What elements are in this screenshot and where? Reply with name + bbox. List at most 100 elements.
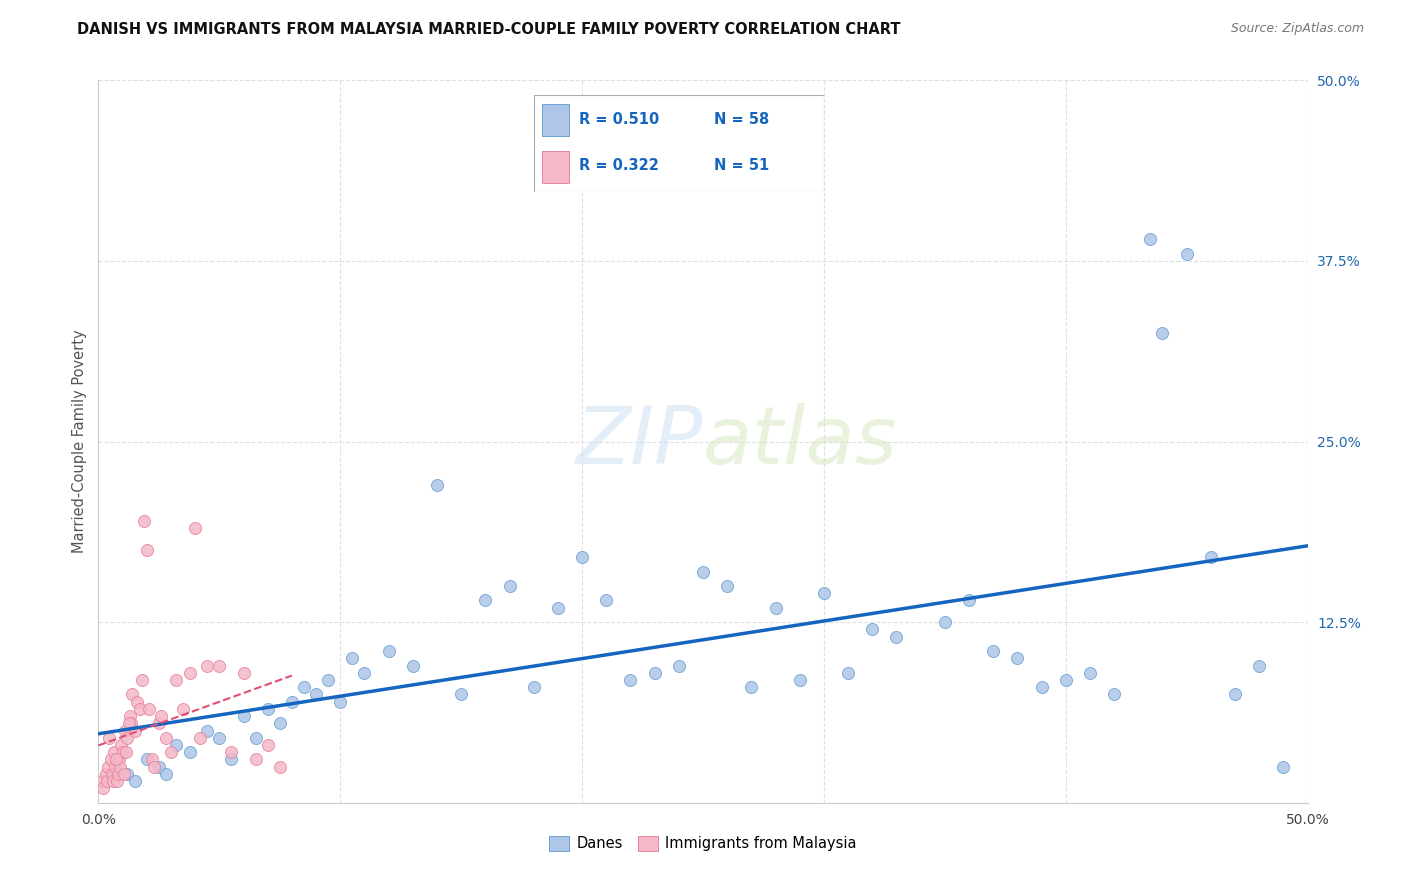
Point xyxy=(886,630,908,644)
Point xyxy=(150,709,173,723)
Point xyxy=(134,514,156,528)
Point xyxy=(1054,673,1077,687)
Point xyxy=(957,593,980,607)
Point xyxy=(1223,687,1246,701)
Point xyxy=(195,723,218,738)
Point xyxy=(1139,232,1161,246)
Point xyxy=(1031,680,1053,694)
Point xyxy=(474,593,496,607)
Point xyxy=(131,673,153,687)
Point xyxy=(120,716,142,731)
Point xyxy=(245,731,267,745)
Point xyxy=(104,760,127,774)
Point xyxy=(103,745,125,759)
Point xyxy=(329,695,352,709)
Point xyxy=(547,600,569,615)
Point xyxy=(232,709,254,723)
Point xyxy=(127,695,149,709)
Point xyxy=(765,600,787,615)
Point xyxy=(94,767,117,781)
Point xyxy=(118,709,141,723)
Text: Source: ZipAtlas.com: Source: ZipAtlas.com xyxy=(1230,22,1364,36)
Point xyxy=(232,665,254,680)
Point xyxy=(124,774,146,789)
Point xyxy=(377,644,399,658)
Point xyxy=(124,723,146,738)
Point xyxy=(135,542,157,557)
Point xyxy=(619,673,641,687)
Point xyxy=(571,550,593,565)
Point xyxy=(789,673,811,687)
Point xyxy=(155,731,177,745)
Point xyxy=(155,767,177,781)
Point xyxy=(165,738,187,752)
Point xyxy=(91,781,114,796)
Point xyxy=(426,478,449,492)
Point xyxy=(160,745,183,759)
Y-axis label: Married-Couple Family Poverty: Married-Couple Family Poverty xyxy=(72,330,87,553)
Point xyxy=(716,579,738,593)
Point xyxy=(813,586,835,600)
Point xyxy=(114,723,136,738)
Point xyxy=(128,702,150,716)
Point xyxy=(101,774,124,789)
Point xyxy=(172,702,194,716)
Point xyxy=(292,680,315,694)
Point xyxy=(402,658,425,673)
Point xyxy=(221,745,243,759)
Point xyxy=(208,731,231,745)
Point xyxy=(115,745,138,759)
Point xyxy=(121,687,143,701)
Point xyxy=(100,752,122,766)
Text: atlas: atlas xyxy=(703,402,898,481)
Point xyxy=(100,767,122,781)
Point xyxy=(141,752,163,766)
Point xyxy=(112,767,135,781)
Point xyxy=(165,673,187,687)
Point xyxy=(184,521,207,535)
Point xyxy=(110,738,132,752)
Point xyxy=(523,680,546,694)
Point xyxy=(316,673,339,687)
Point xyxy=(1007,651,1029,665)
Point xyxy=(934,615,956,630)
Point xyxy=(1152,326,1174,341)
Point xyxy=(208,658,231,673)
Point xyxy=(281,695,304,709)
Point xyxy=(97,760,120,774)
Point xyxy=(148,760,170,774)
Point xyxy=(305,687,328,701)
Point xyxy=(118,716,141,731)
Point xyxy=(188,731,211,745)
Point xyxy=(117,731,139,745)
Point xyxy=(135,752,157,766)
Text: DANISH VS IMMIGRANTS FROM MALAYSIA MARRIED-COUPLE FAMILY POVERTY CORRELATION CHA: DANISH VS IMMIGRANTS FROM MALAYSIA MARRI… xyxy=(77,22,901,37)
Point xyxy=(111,745,134,759)
Point xyxy=(143,760,166,774)
Point xyxy=(1175,246,1198,260)
Point xyxy=(860,623,883,637)
Point xyxy=(91,774,114,789)
Point xyxy=(595,593,617,607)
Point xyxy=(740,680,762,694)
Point xyxy=(1249,658,1271,673)
Point xyxy=(1102,687,1125,701)
Point xyxy=(105,774,128,789)
Point xyxy=(353,665,375,680)
Point xyxy=(195,658,218,673)
Point xyxy=(108,752,131,766)
Point xyxy=(256,702,278,716)
Point xyxy=(837,665,859,680)
Point xyxy=(1272,760,1295,774)
Point xyxy=(450,687,472,701)
Point xyxy=(96,774,118,789)
Point xyxy=(644,665,666,680)
Point xyxy=(245,752,267,766)
Point xyxy=(138,702,160,716)
Point xyxy=(1078,665,1101,680)
Point xyxy=(108,760,131,774)
Legend: Danes, Immigrants from Malaysia: Danes, Immigrants from Malaysia xyxy=(543,830,863,857)
Point xyxy=(269,760,291,774)
Point xyxy=(692,565,714,579)
Point xyxy=(148,716,170,731)
